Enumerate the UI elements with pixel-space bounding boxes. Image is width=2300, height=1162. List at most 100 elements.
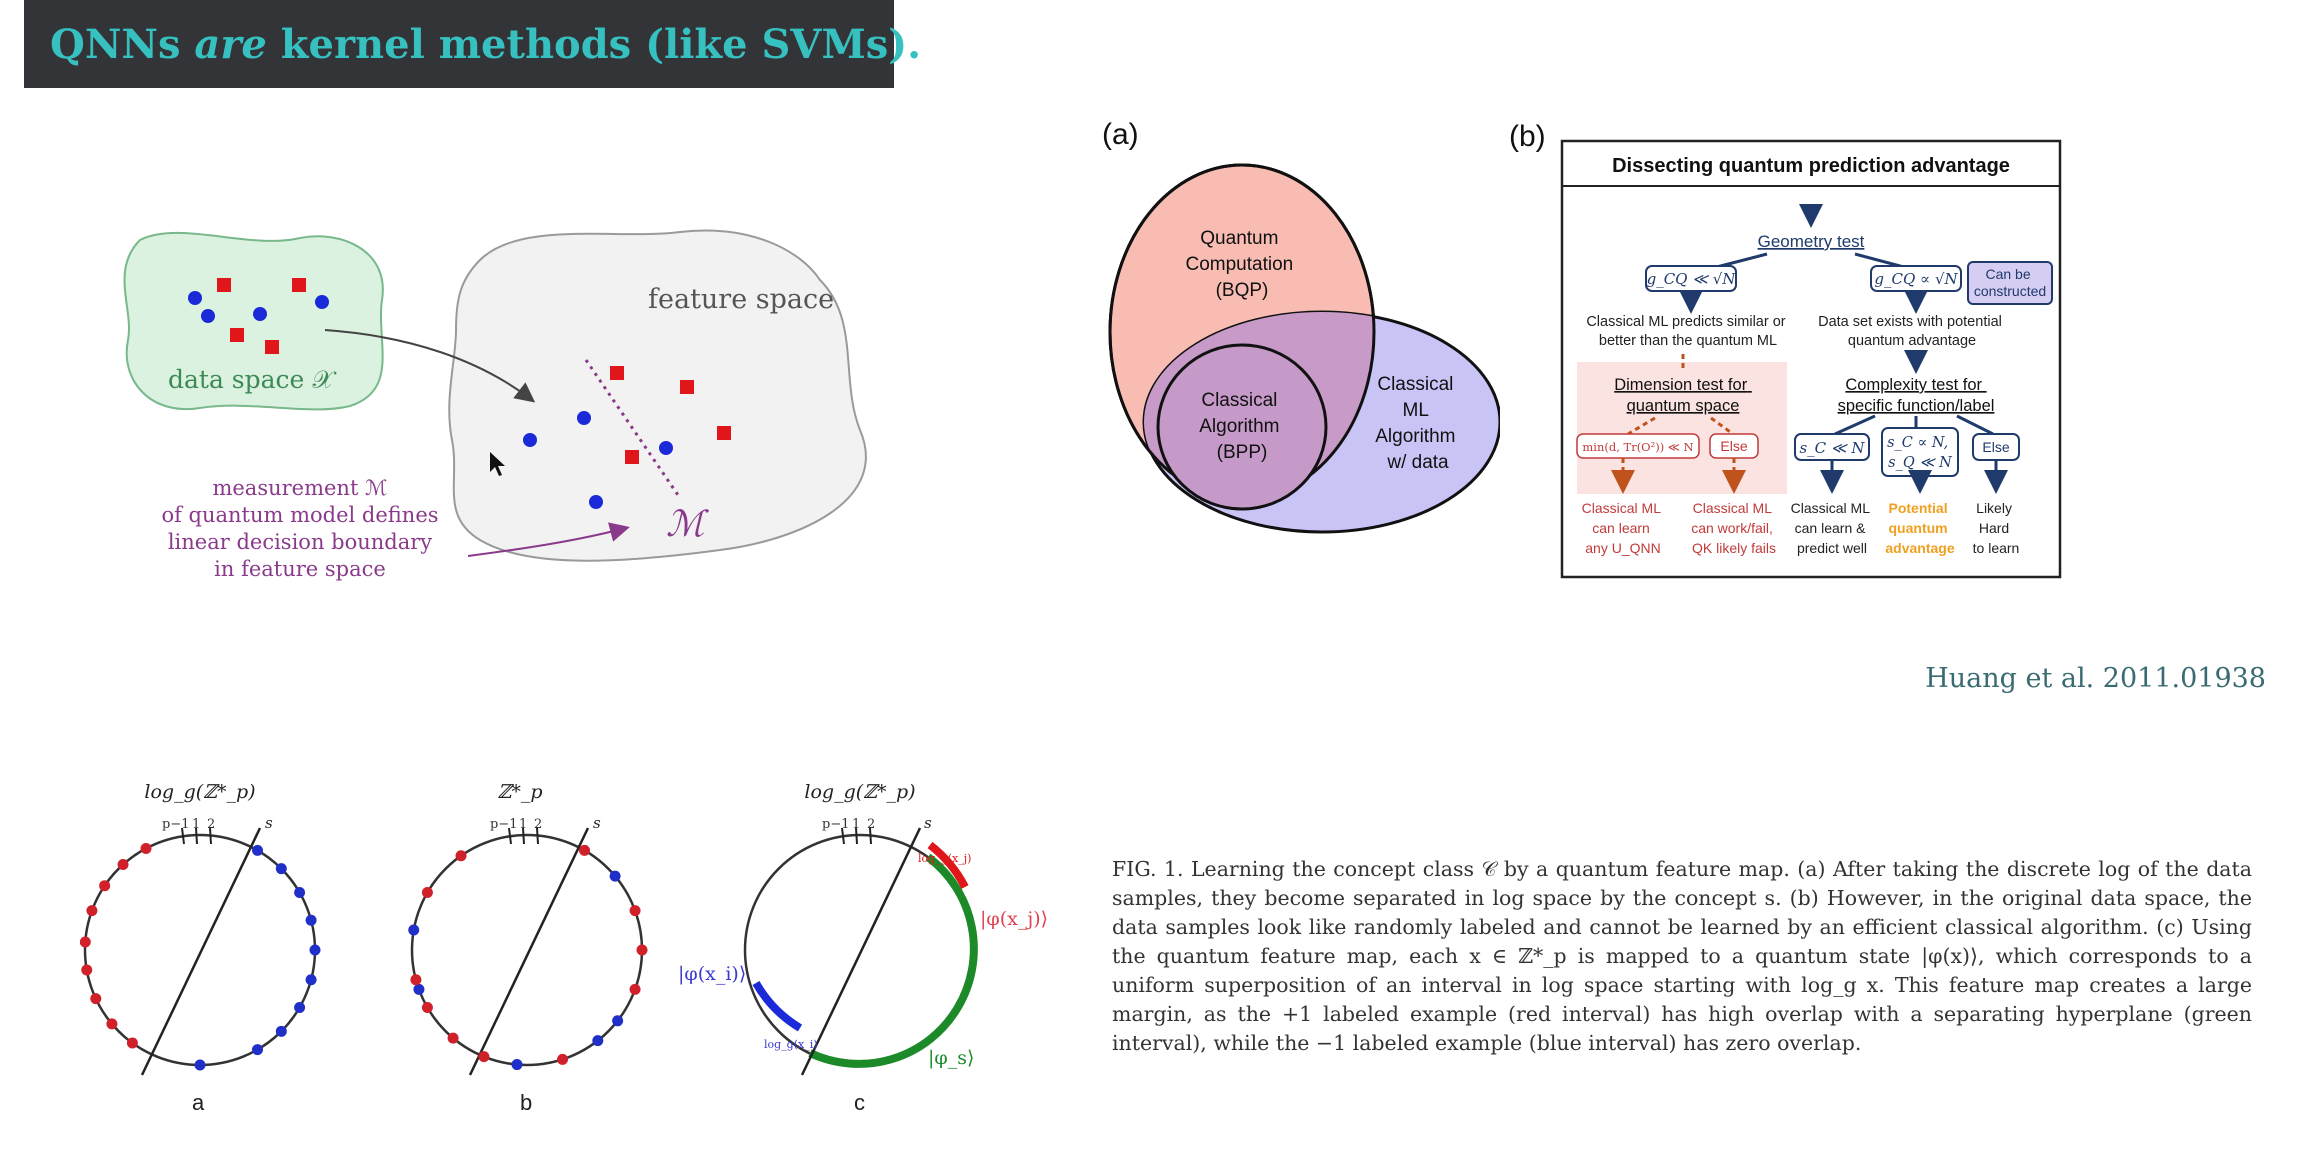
red-sample-dot	[117, 859, 129, 871]
data-point-blue	[201, 309, 215, 323]
red-sample-dot	[81, 964, 93, 976]
bqp-label: Quantum Computation (BQP)	[1185, 228, 1298, 301]
feature-point-red	[625, 450, 639, 464]
panel-a-top-label: log_g(ℤ*_p)	[144, 781, 255, 803]
annotation-line: linear decision boundary	[168, 530, 432, 554]
feature-space-label: feature space	[648, 284, 834, 315]
dim-condition-box	[1576, 433, 1700, 459]
red-sample-dot	[86, 905, 98, 917]
measurement-symbol: ℳ	[666, 504, 709, 545]
red-sample-dot	[579, 844, 590, 856]
tick-label-1: 1	[192, 817, 200, 832]
blue-sample-dot	[275, 1025, 287, 1037]
data-point-blue	[315, 295, 329, 309]
complexity-venn-diagram: (a) Quantum Computation (BQP) Classical …	[1102, 118, 1500, 534]
blue-sample-dot	[592, 1035, 604, 1047]
blue-sample-dot	[413, 983, 425, 995]
left-result: Classical ML predicts similar or better …	[1586, 314, 1789, 349]
outcome-hard-to-learn: Likely Hard to learn	[1973, 500, 2020, 556]
can-be-constructed-box	[1967, 261, 2053, 305]
feature-point-red	[610, 366, 624, 380]
tick-label-p-1: p−1	[490, 817, 518, 832]
data-space-circle	[410, 833, 644, 1067]
data-space-label: data space 𝒳	[168, 365, 337, 394]
panel-c-top-label: log_g(ℤ*_p)	[804, 781, 915, 803]
blue-sample-dot	[309, 944, 321, 956]
slide-title-bar: QNNs are kernel methods (like SVMs).	[24, 0, 921, 88]
tick-label-1: 1	[852, 817, 860, 832]
circle-panel-c: log_g(ℤ*_p) s p−1 1 2 log_g(x_j) |φ(x_j)…	[678, 781, 1048, 1115]
red-sample-dot	[410, 974, 422, 986]
red-sample-dot	[421, 887, 433, 898]
dim-condition: min(d, Tr(O²)) ≪ N	[1582, 440, 1693, 454]
red-sample-dot	[636, 944, 648, 956]
slide-title: QNNs are kernel methods (like SVMs).	[50, 20, 922, 68]
annotation-line: measurement ℳ	[212, 476, 387, 500]
data-space-blob	[123, 231, 384, 411]
red-sample-dot	[421, 1002, 433, 1013]
sc-sq-condition: s_C ∝ N, s_Q ≪ N	[1887, 435, 1953, 471]
tick-label-2: 2	[867, 817, 875, 832]
can-be-constructed: Can be constructed	[1974, 266, 2046, 299]
tick-label-2: 2	[534, 817, 542, 832]
circle-panel-b: ℤ*_p s p−1 1 2 b	[408, 781, 648, 1115]
concept-line	[800, 827, 922, 1076]
dim-else: Else	[1720, 438, 1747, 454]
citation: Huang et al. 2011.01938	[1925, 663, 2266, 694]
annotation-line: in feature space	[214, 557, 386, 581]
right-condition: g_CQ ∝ √N	[1874, 270, 1958, 288]
outcome-work-fail: Classical ML can work/fail, QK likely fa…	[1691, 500, 1777, 556]
kernel-feature-space-figure: data space 𝒳 feature space ℳ measurement…	[123, 229, 867, 581]
phi-s-label: |φ_s⟩	[928, 1047, 974, 1069]
ml-label: Classical ML Algorithm w/ data	[1375, 374, 1461, 473]
geometry-test-label: Geometry test	[1758, 232, 1865, 251]
data-point-blue	[253, 307, 267, 321]
red-sample-dot	[455, 850, 467, 862]
blue-interval-arc	[752, 980, 803, 1032]
phi-xi-label: |φ(x_i)⟩	[678, 963, 746, 985]
circle-panel-a: log_g(ℤ*_p) s p−1 1 2 a	[80, 781, 321, 1115]
red-sample-dot	[629, 983, 641, 995]
outcome-learn-any-uqnn: Classical ML can learn any U_QNN	[1582, 500, 1665, 556]
feature-point-blue	[523, 433, 537, 447]
left-condition: g_CQ ≪ √N	[1647, 270, 1737, 288]
red-sample-dot	[126, 1037, 138, 1049]
red-sample-dot	[90, 993, 102, 1005]
blue-sample-dot	[612, 1015, 624, 1027]
sc-condition: s_C ≪ N	[1799, 439, 1865, 457]
tick-label-2: 2	[207, 817, 215, 832]
outcome-learn-predict: Classical ML can learn & predict well	[1791, 500, 1874, 556]
panel-a-label: a	[192, 1090, 205, 1115]
data-point-red	[265, 340, 279, 354]
line-label-s: s	[924, 814, 932, 832]
right-result: Data set exists with potential quantum a…	[1818, 314, 2006, 349]
feature-point-red	[680, 380, 694, 394]
blue-sample-dot	[305, 974, 317, 986]
complexity-test-label: Complexity test for specific function/la…	[1838, 376, 1995, 415]
concept-line	[140, 827, 262, 1076]
feature-point-blue	[589, 495, 603, 509]
feature-point-red	[717, 426, 731, 440]
flowchart-header: Dissecting quantum prediction advantage	[1612, 155, 2010, 177]
log-xi-label: log_g(x_i)	[764, 1038, 818, 1051]
blue-sample-dot	[305, 914, 317, 926]
blue-sample-dot	[408, 924, 420, 936]
panel-b-label: b	[520, 1090, 532, 1115]
feature-space-blob	[448, 229, 867, 562]
bpp-circle	[1156, 343, 1328, 511]
blue-sample-dot	[609, 870, 621, 882]
quantum-advantage-flowchart: (b) Dissecting quantum prediction advant…	[1509, 120, 2062, 579]
data-point-red	[230, 328, 244, 342]
annotation-arrow	[467, 522, 630, 557]
red-sample-dot	[106, 1018, 118, 1030]
dimension-test-label: Dimension test for quantum space	[1614, 376, 1752, 415]
mouse-cursor	[490, 452, 505, 476]
data-point-red	[292, 278, 306, 292]
blue-sample-dot	[511, 1059, 523, 1071]
tick-label-1: 1	[519, 817, 527, 832]
red-sample-dot	[478, 1051, 490, 1063]
feature-point-blue	[577, 411, 591, 425]
figure-caption: FIG. 1. Learning the concept class 𝒞 by …	[1112, 857, 2252, 1055]
data-point-blue	[188, 291, 202, 305]
panel-b-top-label: ℤ*_p	[497, 781, 542, 803]
